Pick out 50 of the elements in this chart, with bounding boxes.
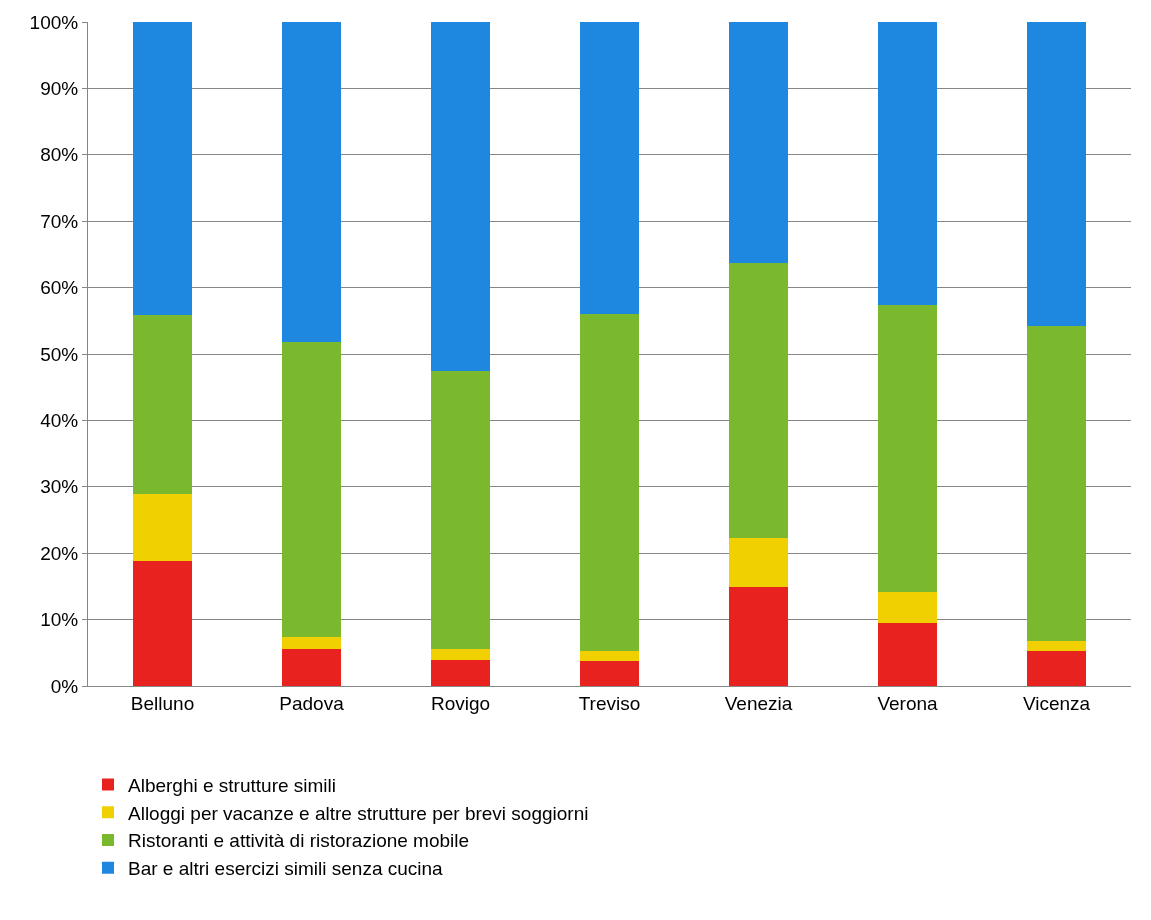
y-tick-label: 90% [40,78,79,100]
y-tick-label: 40% [40,410,79,432]
bar [728,537,789,588]
bar [579,660,640,686]
bar [281,22,342,343]
y-tick-label: 100% [29,11,79,33]
bar [430,22,491,372]
y-tick-label: 10% [40,609,79,631]
y-tick-label: 30% [40,476,79,498]
bar [579,22,640,315]
bar [281,636,342,649]
bar [281,648,342,686]
bar [430,648,491,661]
bar [132,22,193,315]
legend-label: Alberghi e strutture simili [128,774,337,796]
legend-label: Ristoranti e attività di ristorazione mobile [128,830,470,852]
x-tick-label: Belluno [130,692,195,714]
bar [1026,650,1087,686]
bar [1026,326,1087,641]
x-tick-label: Padova [279,692,345,714]
x-tick-label: Venezia [724,692,793,714]
x-tick-label: Vicenza [1022,692,1091,714]
bar [579,314,640,651]
bar [430,371,491,649]
bar [877,22,938,305]
bar [1026,22,1087,327]
bar [132,494,193,562]
bar [877,304,938,592]
legend-label: Bar e altri esercizi simili senza cucina [128,858,444,880]
bar [579,650,640,661]
bar [281,342,342,637]
legend-label: Alloggi per vacanze e altre strutture per brevi soggiorni [128,802,589,824]
x-tick-label: Verona [877,692,939,714]
x-tick-label: Treviso [578,692,641,714]
y-tick-label: 60% [40,277,79,299]
bar [728,22,789,264]
bar [1026,640,1087,651]
bar [728,587,789,686]
x-tick-label: Rovigo [430,692,491,714]
y-tick-label: 50% [40,343,79,365]
bar [132,314,193,495]
bar [430,660,491,686]
bar [728,263,789,538]
y-tick-label: 70% [40,210,79,232]
bar [132,561,193,686]
y-tick-label: 0% [50,675,79,697]
bar [877,622,938,686]
y-tick-label: 80% [40,144,79,166]
bar [877,591,938,623]
y-tick-label: 20% [40,542,79,564]
